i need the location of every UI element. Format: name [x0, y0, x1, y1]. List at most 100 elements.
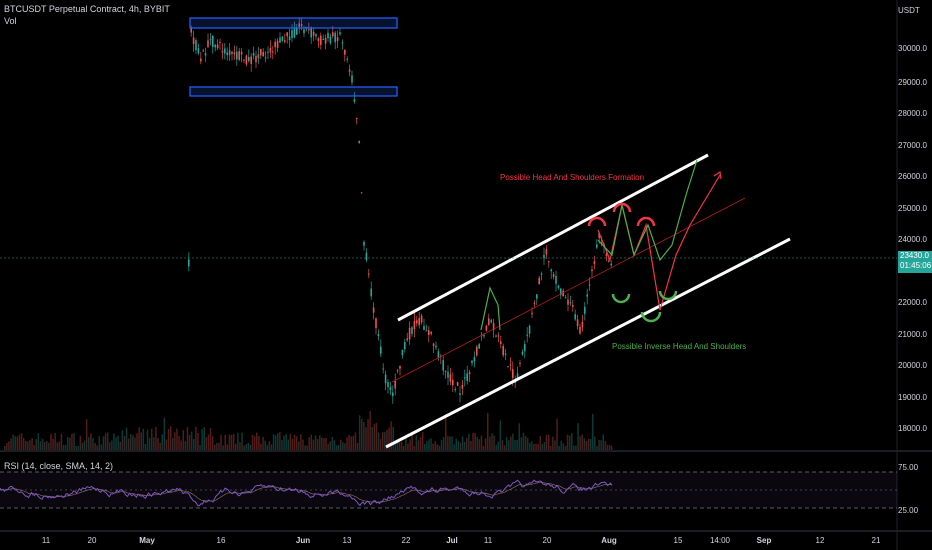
- volume-bar: [117, 435, 119, 450]
- volume-bar: [556, 418, 558, 450]
- volume-bar: [554, 440, 556, 450]
- volume-bar: [321, 437, 323, 450]
- volume-bar: [98, 436, 100, 450]
- volume-bar: [440, 439, 443, 450]
- candle-body: [533, 302, 536, 304]
- time-axis-label: Sep: [756, 536, 772, 545]
- volume-bar: [484, 438, 487, 450]
- volume-bar: [178, 436, 180, 450]
- volume-bar: [516, 439, 518, 450]
- volume-bar: [29, 440, 31, 450]
- volume-bar: [342, 442, 344, 450]
- volume-bar: [470, 441, 472, 450]
- candle-body: [512, 369, 514, 379]
- candle-body: [608, 260, 610, 262]
- volume-bar: [344, 443, 346, 450]
- candle-body: [536, 294, 538, 299]
- volume-bar: [104, 433, 107, 450]
- volume-bar: [287, 439, 289, 450]
- candle-body: [329, 36, 332, 44]
- volume-bar: [352, 435, 355, 450]
- candle-body: [286, 32, 288, 37]
- volume-bar: [111, 440, 113, 450]
- volume-bar: [579, 436, 581, 450]
- price-axis-label: 20000.0: [898, 361, 927, 370]
- volume-bar: [562, 443, 565, 450]
- volume-bar: [109, 442, 111, 450]
- volume-bar: [77, 446, 79, 450]
- volume-bar: [432, 443, 434, 450]
- candle-body: [548, 261, 550, 263]
- volume-bar: [575, 445, 577, 450]
- volume-bar: [547, 434, 550, 450]
- time-axis-label: 14:00: [709, 536, 731, 545]
- volume-bar: [480, 435, 483, 450]
- candle-body: [408, 327, 411, 340]
- candle-body: [500, 341, 502, 344]
- volume-bar: [407, 443, 409, 450]
- volume-bar: [312, 439, 315, 450]
- volume-bar: [552, 436, 554, 450]
- volume-bar: [463, 442, 466, 450]
- volume-bar: [184, 441, 187, 450]
- volume-bar: [457, 440, 460, 450]
- volume-bar: [176, 428, 178, 450]
- candle-body: [351, 75, 353, 83]
- volume-bar: [83, 440, 86, 450]
- candle-body: [370, 288, 372, 297]
- candle-body: [502, 346, 504, 356]
- candle-body: [507, 366, 509, 368]
- volume-bar: [144, 444, 147, 450]
- candle-body: [456, 382, 459, 386]
- volume-bar: [232, 434, 235, 450]
- inverse-left-shoulder-arc: [611, 293, 631, 304]
- volume-bar: [405, 435, 407, 450]
- volume-bar: [56, 442, 58, 450]
- volume-bar: [96, 445, 98, 450]
- volume-bar: [520, 437, 523, 450]
- volume-bar: [247, 442, 250, 450]
- volume-bar: [382, 432, 384, 450]
- volume-bar: [455, 438, 457, 450]
- volume-bar: [415, 435, 418, 450]
- candle-body: [195, 40, 197, 51]
- volume-bar: [230, 434, 233, 450]
- volume-bar: [85, 419, 88, 450]
- volume-bar: [333, 440, 336, 450]
- candle-body: [248, 56, 250, 62]
- volume-bar: [306, 445, 308, 450]
- candle-body: [543, 254, 545, 259]
- volume-bar: [69, 437, 71, 450]
- volume-bar: [157, 437, 159, 450]
- candle-body: [478, 344, 480, 349]
- volume-bar: [436, 444, 439, 450]
- current-price-value: 23430.0: [900, 251, 929, 260]
- volume-bar: [361, 419, 363, 450]
- candle-body: [466, 373, 468, 381]
- volume-bar: [398, 442, 401, 450]
- candle-body: [310, 28, 312, 38]
- volume-bar: [346, 437, 348, 450]
- volume-bar: [293, 434, 296, 450]
- candle-body: [485, 325, 488, 331]
- candle-body: [221, 50, 224, 53]
- volume-bar: [430, 438, 432, 450]
- candle-body: [353, 99, 356, 102]
- volume-bar: [589, 438, 592, 450]
- volume-bar: [125, 427, 128, 450]
- volume-bar: [501, 440, 504, 450]
- volume-indicator-label: Vol: [4, 16, 17, 26]
- candle-body: [471, 360, 473, 364]
- volume-bar: [8, 441, 10, 450]
- rsi-sma-line: [0, 481, 613, 503]
- volume-bar: [327, 443, 329, 450]
- candle-body: [540, 273, 543, 275]
- price-axis-label: 30000.0: [898, 44, 927, 53]
- candle-body: [452, 379, 454, 386]
- candle-body: [281, 36, 284, 41]
- volume-bar: [193, 439, 195, 450]
- volume-bar: [459, 442, 462, 450]
- volume-bar: [31, 438, 33, 450]
